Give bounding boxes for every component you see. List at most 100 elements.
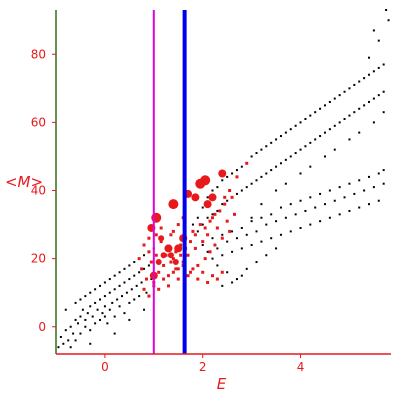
data-point	[81, 308, 84, 311]
data-point	[84, 318, 87, 321]
data-point	[89, 342, 92, 345]
data-point	[103, 281, 106, 284]
data-point	[196, 216, 199, 219]
data-point	[135, 284, 138, 287]
data-point	[377, 66, 380, 69]
data-point	[358, 80, 361, 83]
data-point	[155, 259, 162, 266]
data-point	[210, 274, 214, 278]
data-point	[191, 193, 200, 202]
data-point	[77, 322, 80, 325]
data-point	[215, 277, 219, 281]
data-point	[123, 267, 126, 270]
data-point	[228, 189, 232, 193]
data-point	[138, 271, 141, 274]
data-point	[304, 145, 307, 148]
data-point	[343, 90, 346, 93]
data-point	[338, 121, 341, 124]
data-point	[147, 264, 150, 267]
data-point	[260, 203, 263, 206]
data-point	[270, 237, 273, 240]
data-point	[250, 182, 253, 185]
data-point	[143, 254, 146, 257]
data-point	[89, 305, 92, 308]
data-point	[113, 288, 116, 291]
data-point	[116, 298, 119, 301]
data-point	[294, 213, 297, 216]
data-point	[260, 216, 263, 219]
data-point	[176, 277, 180, 281]
data-point	[279, 206, 282, 209]
data-point	[206, 250, 209, 253]
data-point	[69, 325, 72, 328]
data-point	[99, 298, 102, 301]
data-point	[382, 169, 385, 172]
data-point	[169, 260, 173, 264]
data-point	[168, 199, 179, 210]
data-point	[265, 145, 268, 148]
data-point	[314, 111, 317, 114]
data-point	[150, 278, 153, 281]
data-point	[284, 158, 287, 161]
data-point	[372, 121, 375, 124]
data-point	[123, 281, 126, 284]
data-point	[235, 237, 238, 240]
data-point	[226, 199, 229, 202]
data-point	[158, 235, 165, 242]
data-point	[299, 148, 302, 151]
data-point	[309, 141, 312, 144]
data-point	[328, 100, 331, 103]
data-point	[314, 206, 317, 209]
data-point	[348, 138, 351, 141]
data-point	[314, 138, 317, 141]
data-point	[385, 9, 388, 11]
data-point	[333, 148, 336, 151]
data-point	[226, 175, 229, 178]
data-point	[363, 77, 366, 80]
data-point	[343, 196, 346, 199]
data-point	[245, 267, 248, 270]
data-point	[111, 301, 114, 304]
data-point	[275, 189, 278, 192]
data-point	[138, 295, 141, 298]
data-point	[166, 284, 170, 288]
data-point	[198, 223, 202, 227]
data-point	[275, 138, 278, 141]
data-point	[323, 104, 326, 107]
data-point	[216, 264, 219, 267]
data-point	[96, 308, 99, 311]
data-point	[218, 169, 227, 178]
data-point	[125, 291, 128, 294]
data-point	[133, 298, 136, 301]
data-point	[206, 280, 210, 284]
data-point	[154, 233, 158, 237]
data-point	[113, 274, 116, 277]
data-point	[231, 281, 234, 284]
data-point	[157, 270, 161, 274]
data-point	[220, 270, 224, 274]
data-point	[372, 29, 375, 32]
data-point	[200, 175, 211, 186]
data-point	[226, 271, 229, 274]
data-point	[245, 186, 248, 189]
data-point	[128, 318, 131, 321]
data-point	[206, 233, 210, 237]
data-point	[348, 87, 351, 90]
data-point	[201, 206, 204, 209]
data-point	[157, 287, 161, 291]
data-point	[230, 195, 234, 199]
data-point	[108, 308, 111, 311]
data-point	[363, 189, 366, 192]
data-point	[147, 250, 151, 254]
data-point	[323, 131, 326, 134]
data-point	[79, 315, 82, 318]
data-point	[113, 332, 116, 335]
data-point	[142, 243, 146, 247]
data-point	[74, 301, 77, 304]
data-point	[164, 244, 173, 253]
data-point	[348, 114, 351, 117]
data-point	[221, 254, 224, 257]
data-point	[172, 259, 179, 266]
